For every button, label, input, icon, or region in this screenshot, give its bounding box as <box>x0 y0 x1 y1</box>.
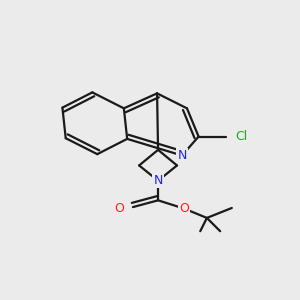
Text: N: N <box>153 174 163 187</box>
Text: O: O <box>114 202 124 215</box>
Text: O: O <box>179 202 189 215</box>
Text: Cl: Cl <box>235 130 248 143</box>
Text: N: N <box>177 149 187 162</box>
